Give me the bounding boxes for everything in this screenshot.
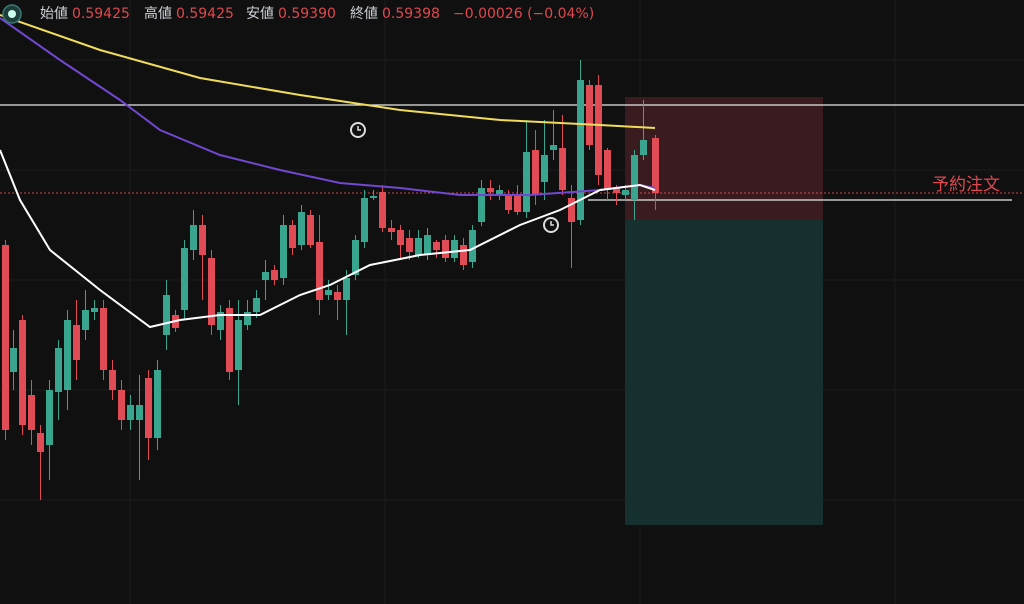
- candles: [2, 60, 659, 500]
- candle-body: [577, 80, 584, 220]
- candle-body: [190, 225, 197, 250]
- candle-body: [451, 240, 458, 258]
- candle-body: [82, 310, 89, 330]
- candle-body: [652, 138, 659, 193]
- low-value: 0.59390: [278, 6, 336, 22]
- candle-body: [379, 192, 386, 228]
- candle-body: [208, 258, 215, 325]
- candle-body: [460, 245, 467, 265]
- candle-body: [2, 245, 9, 430]
- candle-body: [640, 140, 647, 155]
- candle-body: [100, 308, 107, 370]
- candle-body: [37, 433, 44, 452]
- change: −0.00026 (−0.04%): [453, 6, 594, 22]
- take-profit-zone: [625, 219, 823, 525]
- candle-body: [559, 148, 566, 190]
- candle-body: [145, 378, 152, 438]
- candle-body: [28, 395, 35, 430]
- candle-body: [127, 405, 134, 420]
- candle-body: [361, 198, 368, 242]
- candle-body: [163, 295, 170, 335]
- candle-body: [586, 85, 593, 145]
- candle-body: [280, 225, 287, 278]
- candle-body: [424, 235, 431, 255]
- candle-body: [397, 230, 404, 245]
- candle-body: [181, 248, 188, 310]
- candle-body: [343, 278, 350, 300]
- candle-body: [487, 188, 494, 192]
- candle-body: [46, 390, 53, 445]
- candle-body: [10, 348, 17, 372]
- candle-body: [442, 240, 449, 258]
- open-value: 0.59425: [72, 6, 130, 22]
- candle-body: [550, 145, 557, 150]
- alarm-icon: [543, 217, 559, 233]
- candle-body: [289, 225, 296, 248]
- candle-body: [199, 225, 206, 255]
- candle-body: [262, 272, 269, 280]
- candle-body: [415, 238, 422, 255]
- candle-body: [541, 155, 548, 182]
- close-label: 終値: [350, 6, 378, 22]
- candle-body: [154, 370, 161, 438]
- candle-body: [307, 215, 314, 245]
- order-label: 予約注文: [932, 175, 1000, 195]
- candle-body: [496, 190, 503, 195]
- candle-body: [271, 270, 278, 280]
- candle-body: [325, 290, 332, 295]
- candle-body: [631, 155, 638, 200]
- candle-body: [226, 308, 233, 372]
- alarm-icon: [350, 122, 366, 138]
- candle-body: [478, 188, 485, 222]
- candle-body: [55, 348, 62, 392]
- moving-average-long: [0, 14, 656, 129]
- candle-body: [253, 298, 260, 312]
- symbol-icon-dot: [8, 10, 16, 18]
- candle-body: [64, 320, 71, 390]
- high-value: 0.59425: [176, 6, 234, 22]
- candle-body: [622, 190, 629, 195]
- close-value: 0.59398: [382, 6, 440, 22]
- high-label: 高値: [144, 5, 172, 22]
- candle-body: [118, 390, 125, 420]
- candle-body: [73, 325, 80, 360]
- candle-body: [523, 152, 530, 212]
- candle-body: [352, 240, 359, 275]
- candle-body: [298, 212, 305, 245]
- candle-body: [316, 242, 323, 300]
- open-label: 始値: [40, 6, 68, 22]
- candle-body: [388, 228, 395, 232]
- candle-body: [217, 312, 224, 330]
- moving-average-short: [0, 149, 656, 329]
- candle-body: [613, 187, 620, 193]
- candle-body: [91, 308, 98, 312]
- candle-body: [370, 196, 377, 198]
- candle-body: [604, 150, 611, 190]
- candle-body: [514, 195, 521, 212]
- candle-body: [334, 292, 341, 300]
- candle-body: [568, 198, 575, 222]
- candle-body: [406, 238, 413, 252]
- candle-body: [505, 195, 512, 210]
- candle-body: [469, 230, 476, 262]
- candle-body: [109, 370, 116, 390]
- candle-body: [433, 242, 440, 250]
- candle-body: [235, 320, 242, 370]
- candle-body: [532, 150, 539, 195]
- header: 始値 0.59425 高値 0.59425 安値 0.59390 終値 0.59…: [2, 4, 594, 24]
- low-label: 安値: [246, 6, 274, 22]
- candle-body: [595, 85, 602, 175]
- candle-body: [136, 405, 143, 420]
- candle-body: [244, 312, 251, 325]
- candle-body: [19, 320, 26, 425]
